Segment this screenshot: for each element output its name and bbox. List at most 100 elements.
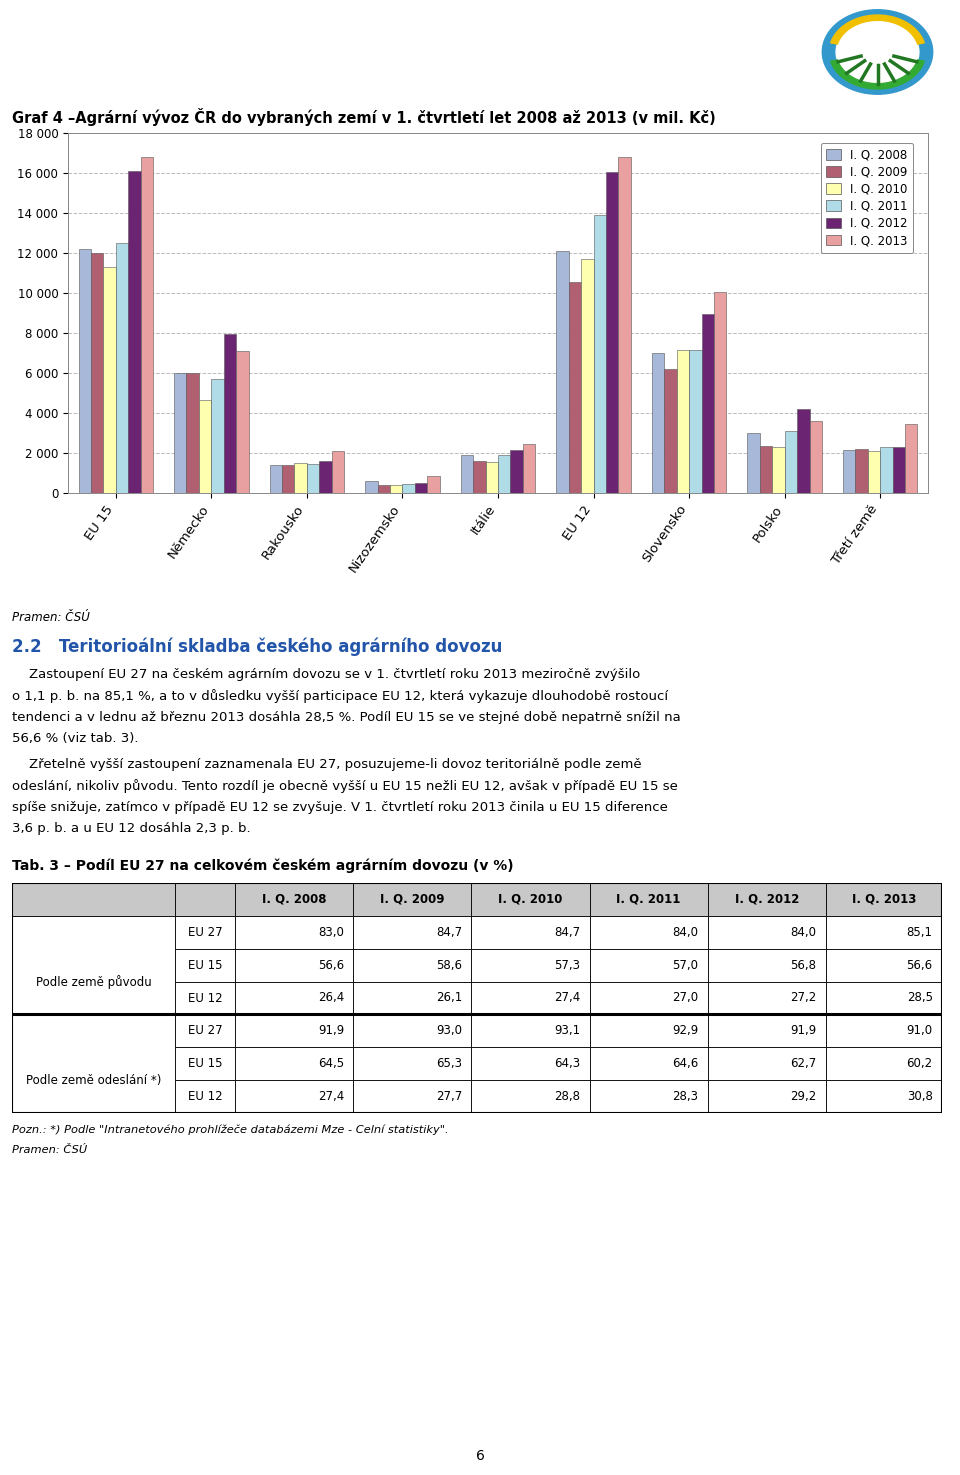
Text: I. Q. 2010: I. Q. 2010: [498, 892, 563, 906]
Bar: [235, 1080, 353, 1114]
Bar: [855, 448, 868, 493]
Text: 26,4: 26,4: [318, 991, 344, 1004]
Bar: [91, 254, 104, 493]
Bar: [809, 420, 822, 493]
Text: EU 27: EU 27: [187, 926, 223, 938]
Bar: [186, 373, 199, 493]
Text: spíše snižuje, zatímco v případě EU 12 se zvyšuje. V 1. čtvrtletí roku 2013 čini: spíše snižuje, zatímco v případě EU 12 s…: [12, 801, 668, 814]
Text: 56,6 % (viz tab. 3).: 56,6 % (viz tab. 3).: [12, 732, 138, 745]
Bar: [689, 350, 702, 493]
Bar: [523, 444, 536, 493]
Bar: [511, 450, 523, 493]
Bar: [175, 1080, 235, 1114]
Bar: [471, 916, 589, 948]
Bar: [353, 948, 471, 981]
Text: EU 27: EU 27: [187, 1024, 223, 1037]
Text: I. Q. 2012: I. Q. 2012: [734, 892, 799, 906]
Bar: [652, 353, 664, 493]
Bar: [589, 1047, 708, 1080]
Text: 6: 6: [475, 1448, 485, 1463]
Bar: [377, 485, 390, 493]
Polygon shape: [830, 15, 924, 44]
Text: 57,0: 57,0: [672, 959, 698, 972]
Bar: [589, 981, 708, 1015]
Text: 56,6: 56,6: [906, 959, 933, 972]
Text: I. Q. 2008: I. Q. 2008: [262, 892, 326, 906]
Text: tendenci a v lednu až březnu 2013 dosáhla 28,5 %. Podíl EU 15 se ve stejné době : tendenci a v lednu až březnu 2013 dosáhl…: [12, 711, 681, 724]
Bar: [708, 1080, 826, 1114]
Bar: [235, 1047, 353, 1080]
Text: 28,8: 28,8: [554, 1090, 580, 1103]
Bar: [702, 314, 714, 493]
Bar: [175, 884, 235, 916]
Text: 60,2: 60,2: [906, 1058, 933, 1071]
Bar: [748, 434, 759, 493]
Bar: [235, 948, 353, 981]
Text: Podle země odeslání *): Podle země odeslání *): [26, 1074, 161, 1087]
Text: 91,9: 91,9: [318, 1024, 344, 1037]
Bar: [199, 400, 211, 493]
Bar: [235, 916, 353, 948]
Text: Tab. 3 – Podíl EU 27 na celkovém českém agrárním dovozu (v %): Tab. 3 – Podíl EU 27 na celkovém českém …: [12, 858, 514, 873]
Bar: [353, 1047, 471, 1080]
Bar: [402, 484, 415, 493]
Bar: [320, 462, 332, 493]
Bar: [708, 948, 826, 981]
Text: 26,1: 26,1: [436, 991, 462, 1004]
Bar: [826, 1047, 942, 1080]
Text: 57,3: 57,3: [554, 959, 580, 972]
Polygon shape: [830, 60, 924, 88]
Bar: [353, 916, 471, 948]
Bar: [589, 948, 708, 981]
Bar: [708, 981, 826, 1015]
Bar: [471, 884, 589, 916]
Bar: [390, 485, 402, 493]
Bar: [905, 423, 918, 493]
Bar: [270, 466, 282, 493]
Bar: [427, 475, 440, 493]
Text: 91,0: 91,0: [906, 1024, 933, 1037]
Bar: [12, 884, 175, 916]
Text: 93,0: 93,0: [436, 1024, 462, 1037]
Bar: [12, 916, 175, 1015]
Text: 64,3: 64,3: [554, 1058, 580, 1071]
Bar: [708, 884, 826, 916]
Bar: [471, 981, 589, 1015]
Bar: [618, 156, 631, 493]
Bar: [79, 249, 91, 493]
Bar: [175, 916, 235, 948]
Text: 56,6: 56,6: [318, 959, 344, 972]
Bar: [826, 884, 942, 916]
Text: 84,7: 84,7: [554, 926, 580, 938]
Bar: [211, 379, 224, 493]
Bar: [332, 451, 344, 493]
Bar: [772, 447, 784, 493]
Text: 84,0: 84,0: [790, 926, 816, 938]
Text: I. Q. 2013: I. Q. 2013: [852, 892, 916, 906]
Bar: [365, 481, 377, 493]
Text: 28,5: 28,5: [906, 991, 933, 1004]
Bar: [868, 451, 880, 493]
Bar: [175, 981, 235, 1015]
Bar: [471, 1080, 589, 1114]
Bar: [486, 462, 498, 493]
Bar: [714, 292, 727, 493]
Text: I. Q. 2009: I. Q. 2009: [380, 892, 444, 906]
Bar: [307, 465, 320, 493]
Bar: [893, 447, 905, 493]
Bar: [589, 916, 708, 948]
Text: Zastoupení EU 27 na českém agrárním dovozu se v 1. čtvrtletí roku 2013 meziročně: Zastoupení EU 27 na českém agrárním dovo…: [12, 668, 640, 681]
Text: 3,6 p. b. a u EU 12 dosáhla 2,3 p. b.: 3,6 p. b. a u EU 12 dosáhla 2,3 p. b.: [12, 822, 251, 835]
Bar: [826, 1080, 942, 1114]
Bar: [175, 948, 235, 981]
Text: EU 15: EU 15: [188, 959, 222, 972]
Bar: [593, 215, 606, 493]
Text: o 1,1 p. b. na 85,1 %, a to v důsledku vyšší participace EU 12, která vykazuje d: o 1,1 p. b. na 85,1 %, a to v důsledku v…: [12, 689, 668, 704]
Text: 62,7: 62,7: [790, 1058, 816, 1071]
Text: 83,0: 83,0: [318, 926, 344, 938]
Bar: [589, 884, 708, 916]
Bar: [236, 351, 249, 493]
Bar: [606, 173, 618, 493]
Text: 58,6: 58,6: [436, 959, 462, 972]
Text: 28,3: 28,3: [672, 1090, 698, 1103]
